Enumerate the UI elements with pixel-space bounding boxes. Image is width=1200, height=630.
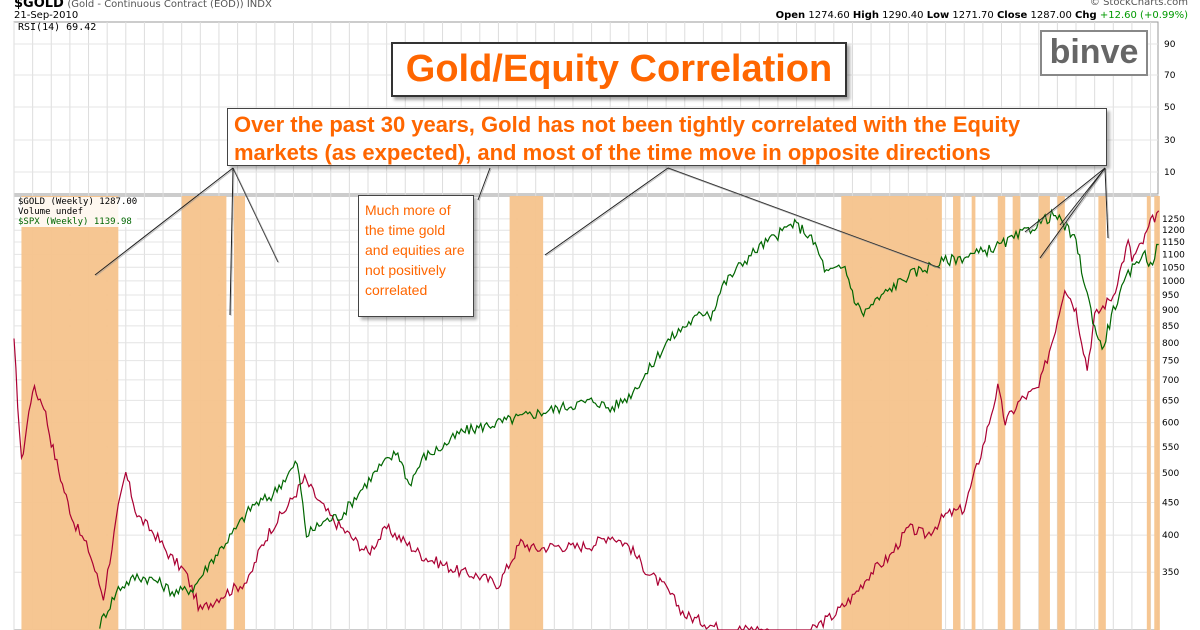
shaded-period: [1154, 196, 1160, 630]
callout-pointer-shadow: [668, 168, 942, 270]
main-callout: Over the past 30 years, Gold has not bee…: [227, 108, 1107, 166]
callout-pointer: [667, 167, 941, 269]
spx-series-line: [99, 208, 1159, 629]
legend-gold: $GOLD (Weekly) 1287.00: [18, 197, 138, 207]
shaded-period: [1146, 196, 1151, 630]
low-label: Low: [926, 10, 950, 21]
y-tick-label: 450: [1162, 498, 1179, 508]
shaded-period: [997, 196, 1006, 630]
callout-pointer: [544, 167, 669, 256]
callout-pointer-shadow: [1025, 168, 1107, 234]
legend-volume: Volume undef: [18, 207, 84, 217]
shaded-period: [21, 196, 119, 630]
shaded-period: [971, 196, 976, 630]
highlight-periods: [21, 196, 1160, 630]
side-callout: Much more of the time gold and equities …: [358, 195, 474, 317]
callout-pointer-shadow: [95, 168, 235, 277]
low-value: 1271.70: [952, 10, 994, 21]
shaded-period: [1057, 196, 1065, 630]
y-tick-label: 500: [1162, 469, 1179, 479]
open-label: Open: [775, 10, 806, 21]
legend-spx: $SPX (Weekly) 1139.98: [18, 217, 132, 227]
shaded-period: [1038, 196, 1050, 630]
chart-legend: $GOLD (Weekly) 1287.00 Volume undef $SPX…: [18, 197, 138, 227]
shaded-period: [1012, 196, 1021, 630]
y-tick-label: 550: [1162, 443, 1179, 453]
y-tick-label: 1050: [1162, 263, 1185, 273]
callout-pointer: [1024, 167, 1106, 233]
callout-pointer-shadow: [230, 168, 235, 317]
y-tick-label: 1000: [1162, 277, 1185, 287]
rsi-tick-label: 30: [1164, 136, 1176, 146]
gold-series-line: [13, 210, 1160, 630]
y-tick-label: 900: [1162, 306, 1179, 316]
open-value: 1274.60: [808, 10, 850, 21]
y-tick-label: 800: [1162, 339, 1179, 349]
chg-label: Chg: [1075, 10, 1097, 21]
y-tick-label: 1200: [1162, 226, 1185, 236]
close-label: Close: [996, 10, 1028, 21]
callout-pointer: [229, 167, 234, 316]
shaded-period: [181, 196, 227, 630]
y-tick-label: 950: [1162, 291, 1179, 301]
symbol-description: (Gold - Continuous Contract (EOD)) INDX: [67, 0, 272, 10]
shaded-period: [841, 196, 942, 630]
callout-pointer: [1039, 167, 1106, 259]
callout-pointer-shadow: [1105, 168, 1110, 240]
rsi-label: RSI(14) 69.42: [18, 22, 97, 33]
watermark-logo: binve: [1040, 30, 1148, 76]
chart-date: 21-Sep-2010: [14, 10, 79, 21]
chg-value: +12.60 (+0.99%): [1099, 10, 1188, 21]
y-tick-label: 1150: [1162, 238, 1185, 248]
callout-pointer-shadow: [478, 168, 492, 202]
callout-pointer-shadow: [1040, 168, 1107, 260]
callout-pointer-shadow: [1060, 168, 1107, 227]
y-tick-label: 650: [1162, 396, 1179, 406]
callout-pointer: [477, 167, 491, 201]
close-value: 1287.00: [1030, 10, 1072, 21]
high-value: 1290.40: [882, 10, 924, 21]
callout-pointer: [1059, 167, 1106, 226]
chart-title: Gold/Equity Correlation: [391, 42, 847, 97]
callout-pointer-shadow: [545, 168, 670, 257]
rsi-tick-label: 70: [1164, 71, 1176, 81]
rsi-tick-label: 90: [1164, 40, 1176, 50]
shaded-period: [233, 196, 246, 630]
y-tick-label: 1250: [1162, 215, 1185, 225]
callout-pointer: [94, 167, 234, 276]
shaded-period: [953, 196, 961, 630]
y-tick-label: 1100: [1162, 250, 1185, 260]
y-tick-label: 600: [1162, 419, 1179, 429]
quote-summary: Open 1274.60 High 1290.40 Low 1271.70 Cl…: [776, 10, 1188, 21]
callout-pointer: [1104, 167, 1109, 239]
symbol-header: $GOLD (Gold - Continuous Contract (EOD))…: [14, 0, 272, 11]
symbol-label: $GOLD: [14, 0, 64, 11]
y-tick-label: 850: [1162, 322, 1179, 332]
source-label: © StockCharts.com: [1089, 0, 1188, 8]
price-lines: [13, 208, 1160, 630]
rsi-tick-label: 10: [1164, 168, 1176, 178]
high-label: High: [852, 10, 879, 21]
y-tick-label: 400: [1162, 531, 1179, 541]
shaded-period: [1098, 196, 1106, 630]
rsi-tick-label: 50: [1164, 103, 1176, 113]
callout-pointers: [94, 167, 1110, 317]
y-tick-label: 700: [1162, 376, 1179, 386]
y-tick-label: 750: [1162, 357, 1179, 367]
y-tick-label: 350: [1162, 568, 1179, 578]
callout-pointer-shadow: [233, 168, 280, 264]
